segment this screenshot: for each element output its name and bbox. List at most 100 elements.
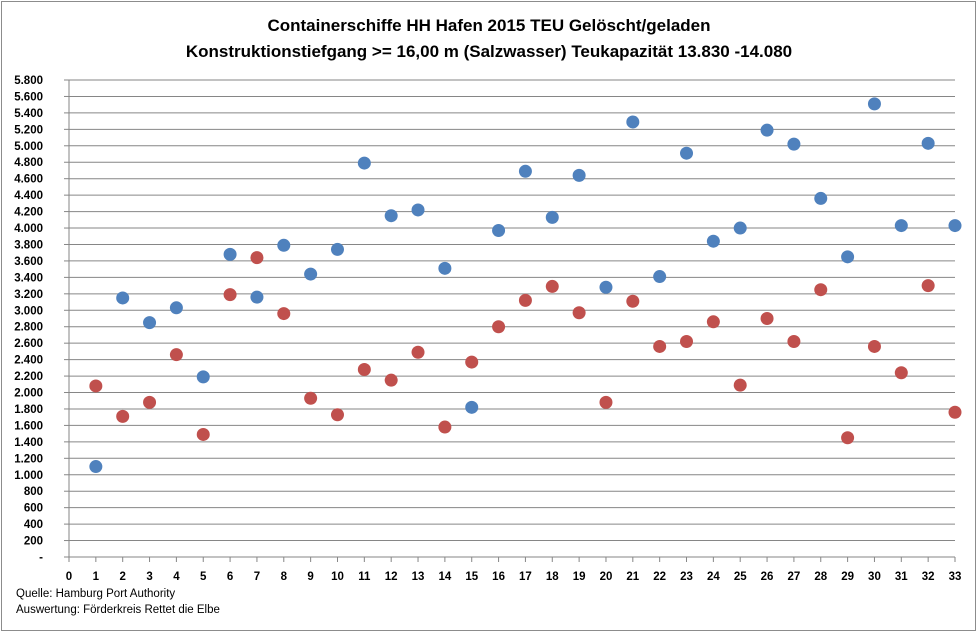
series-2-point	[411, 345, 425, 359]
x-tick-label: 7	[254, 571, 260, 583]
data-points	[89, 97, 962, 474]
x-tick-label: 9	[307, 571, 313, 583]
x-tick-label: 16	[492, 571, 505, 583]
y-axis-tick-labels: - 200 400 600 800 1.000 1.200 1.400 1.600 1.800 2.…	[14, 75, 43, 564]
series-1-point	[787, 137, 801, 151]
series-2-point	[384, 373, 398, 387]
axes	[64, 79, 956, 562]
series-1-point	[89, 460, 103, 474]
y-tick-label: 3.600	[14, 256, 43, 268]
x-tick-label: 19	[573, 571, 586, 583]
x-tick-label: 11	[358, 571, 371, 583]
x-tick-label: 3	[146, 571, 152, 583]
series-2-point	[492, 320, 506, 334]
y-tick-label: 800	[24, 486, 43, 498]
series-2-point	[169, 348, 183, 362]
x-tick-label: 23	[680, 571, 693, 583]
series-1-point	[384, 209, 398, 223]
y-tick-label: 5.600	[14, 91, 43, 103]
x-tick-label: 25	[734, 571, 747, 583]
series-2-point	[894, 366, 908, 380]
y-tick-label: 4.800	[14, 157, 43, 169]
series-2-point	[948, 405, 962, 419]
y-tick-label: 3.000	[14, 305, 43, 317]
source-note: Quelle: Hamburg Port Authority	[16, 588, 176, 600]
y-tick-label: 5.200	[14, 124, 43, 136]
series-1-point	[143, 316, 157, 330]
y-tick-label: 200	[24, 536, 43, 548]
series-1-point	[304, 267, 318, 281]
series-1-point	[680, 146, 694, 160]
series-1-point	[196, 370, 210, 384]
y-tick-label: 4.600	[14, 174, 43, 186]
x-tick-label: 8	[281, 571, 288, 583]
x-tick-label: 20	[600, 571, 613, 583]
series-2-point	[545, 279, 559, 293]
series-2-point	[787, 335, 801, 349]
series-2-point	[921, 279, 935, 293]
x-tick-label: 1	[93, 571, 100, 583]
y-tick-label: 5.000	[14, 141, 43, 153]
x-tick-label: 15	[465, 571, 478, 583]
y-tick-label: 1.000	[14, 470, 43, 482]
series-1-point	[492, 224, 506, 238]
x-tick-label: 4	[173, 571, 180, 583]
x-axis-tick-labels: 0 1 2 3 4 5 6 7 8 9 10 11 12 13 14 15 16 17 18 19 20 21 22 23 24…	[66, 571, 962, 583]
series-2-point	[760, 312, 774, 325]
y-tick-label: 5.400	[14, 108, 43, 120]
x-tick-label: 17	[519, 571, 532, 583]
y-tick-label: 400	[24, 519, 43, 531]
series-1-point	[277, 238, 291, 252]
series-2-point	[518, 293, 532, 307]
series-1-point	[411, 203, 425, 217]
chart-title-line-1: Containerschiffe HH Hafen 2015 TEU Gelös…	[267, 16, 710, 35]
x-tick-label: 12	[385, 571, 398, 583]
x-tick-label: 29	[841, 571, 854, 583]
y-tick-label: 1.400	[14, 437, 43, 449]
series-1-point	[733, 221, 747, 235]
series-2-point	[706, 315, 720, 329]
series-2-point	[465, 355, 479, 369]
series-1-point	[572, 168, 586, 182]
series-1-point	[545, 210, 559, 224]
x-tick-label: 32	[922, 571, 935, 583]
x-tick-label: 27	[788, 571, 801, 583]
series-2-point	[116, 409, 130, 423]
x-tick-label: 33	[949, 571, 962, 583]
series-1-point	[653, 270, 667, 284]
series-1-point	[841, 250, 855, 264]
x-tick-label: 13	[412, 571, 425, 583]
series-1-point	[438, 261, 452, 275]
x-tick-label: 26	[761, 571, 774, 583]
y-tick-label: 2.400	[14, 355, 43, 367]
series-2-point	[304, 391, 318, 405]
x-tick-label: 31	[895, 571, 908, 583]
series-2-point	[357, 362, 371, 376]
series-1-point	[760, 123, 774, 137]
series-1-point	[921, 136, 935, 150]
series-1-point	[357, 156, 371, 170]
series-1-point	[867, 97, 881, 111]
x-tick-label: 5	[200, 571, 207, 583]
analysis-note: Auswertung: Förderkreis Rettet die Elbe	[16, 604, 220, 616]
y-tick-label: 2.800	[14, 322, 43, 334]
series-2-point	[572, 306, 586, 320]
series-1-point	[814, 191, 828, 205]
series-2-point	[653, 339, 667, 353]
series-1-point	[894, 219, 908, 233]
series-2-point	[867, 339, 881, 353]
series-1-point	[116, 291, 130, 305]
series-1-point	[626, 115, 640, 129]
series-2-point	[277, 307, 291, 321]
x-tick-label: 30	[868, 571, 881, 583]
gridlines	[69, 79, 955, 542]
y-tick-label: -	[39, 552, 43, 564]
y-tick-label: 5.800	[14, 75, 43, 87]
series-2-point	[626, 294, 640, 308]
y-tick-label: 600	[24, 503, 43, 515]
series-1-point	[706, 234, 720, 248]
x-tick-label: 2	[119, 571, 125, 583]
series-1-point	[330, 242, 344, 256]
